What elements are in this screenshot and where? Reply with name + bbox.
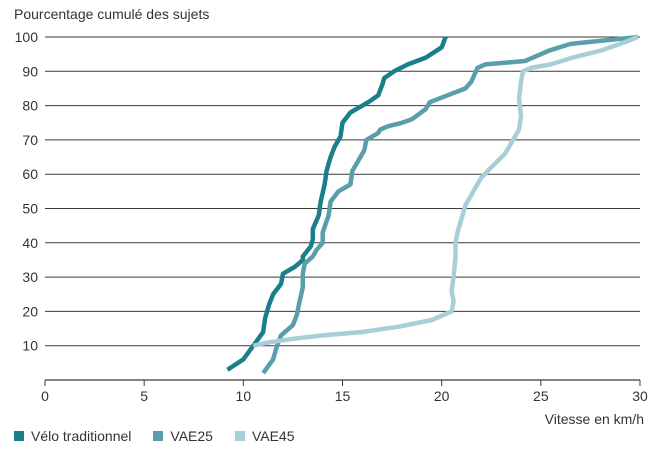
legend-swatch-velo bbox=[14, 431, 24, 441]
legend-label-vae45: VAE45 bbox=[251, 428, 295, 444]
series-line-vae25 bbox=[261, 34, 639, 375]
y-tick-label-10: 10 bbox=[22, 338, 38, 354]
x-tick-label-10: 10 bbox=[236, 388, 252, 404]
legend-item-vae45: VAE45 bbox=[234, 428, 295, 444]
y-tick-label-20: 20 bbox=[22, 303, 38, 319]
legend-swatch-vae25 bbox=[153, 431, 164, 441]
y-tick-label-40: 40 bbox=[22, 235, 38, 251]
y-tick-label-50: 50 bbox=[22, 201, 38, 217]
legend-label-vae25: VAE25 bbox=[170, 428, 213, 444]
legend-item-velo: Vélo traditionnel bbox=[14, 428, 131, 444]
y-tick-label-30: 30 bbox=[22, 269, 38, 285]
x-tick-label-15: 15 bbox=[335, 388, 351, 404]
y-tick-label-70: 70 bbox=[22, 132, 38, 148]
y-tick-label-90: 90 bbox=[22, 63, 38, 79]
x-tick-label-5: 5 bbox=[140, 388, 148, 404]
series-line-vae45 bbox=[252, 34, 639, 348]
legend-swatch-vae45 bbox=[234, 431, 245, 441]
x-tick-label-0: 0 bbox=[41, 388, 49, 404]
y-tick-label-60: 60 bbox=[22, 166, 38, 182]
legend: Vélo traditionnel VAE25 VAE45 bbox=[14, 428, 295, 444]
series-line-v-lo-traditionnel bbox=[226, 36, 448, 372]
x-axis-title: Vitesse en km/h bbox=[544, 411, 644, 427]
x-tick-label-30: 30 bbox=[632, 388, 648, 404]
y-tick-label-100: 100 bbox=[15, 29, 39, 45]
legend-label-velo: Vélo traditionnel bbox=[31, 428, 132, 444]
legend-item-vae25: VAE25 bbox=[153, 428, 213, 444]
y-tick-label-80: 80 bbox=[22, 98, 38, 114]
x-tick-label-25: 25 bbox=[533, 388, 549, 404]
y-axis-title: Pourcentage cumulé des sujets bbox=[14, 6, 210, 22]
x-tick-label-20: 20 bbox=[434, 388, 450, 404]
